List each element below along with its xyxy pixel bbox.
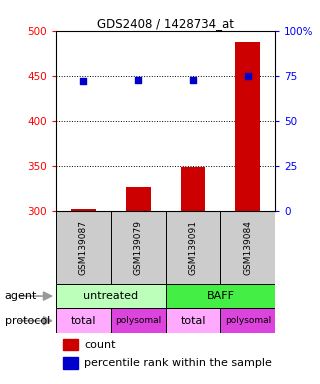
Text: polysomal: polysomal xyxy=(225,316,271,325)
Text: untreated: untreated xyxy=(83,291,138,301)
Text: total: total xyxy=(71,316,96,326)
Text: agent: agent xyxy=(5,291,37,301)
Bar xyxy=(63,339,78,350)
Text: count: count xyxy=(84,340,116,350)
Point xyxy=(245,73,250,79)
Bar xyxy=(71,209,96,212)
Bar xyxy=(56,284,166,308)
Bar xyxy=(63,358,78,369)
Bar xyxy=(126,187,150,212)
Bar xyxy=(220,308,275,333)
Bar xyxy=(111,308,166,333)
Bar xyxy=(166,284,275,308)
Point xyxy=(136,76,141,83)
Text: protocol: protocol xyxy=(5,316,50,326)
Bar xyxy=(166,308,220,333)
Title: GDS2408 / 1428734_at: GDS2408 / 1428734_at xyxy=(97,17,234,30)
Text: GSM139087: GSM139087 xyxy=(79,220,88,275)
Point xyxy=(190,76,196,83)
Text: polysomal: polysomal xyxy=(115,316,161,325)
Text: GSM139084: GSM139084 xyxy=(243,220,252,275)
Text: total: total xyxy=(180,316,206,326)
Point xyxy=(81,78,86,84)
Text: GSM139079: GSM139079 xyxy=(134,220,143,275)
Bar xyxy=(181,167,205,212)
Bar xyxy=(236,43,260,212)
Text: GSM139091: GSM139091 xyxy=(188,220,197,275)
Text: BAFF: BAFF xyxy=(206,291,235,301)
Bar xyxy=(56,308,111,333)
Text: percentile rank within the sample: percentile rank within the sample xyxy=(84,358,272,368)
